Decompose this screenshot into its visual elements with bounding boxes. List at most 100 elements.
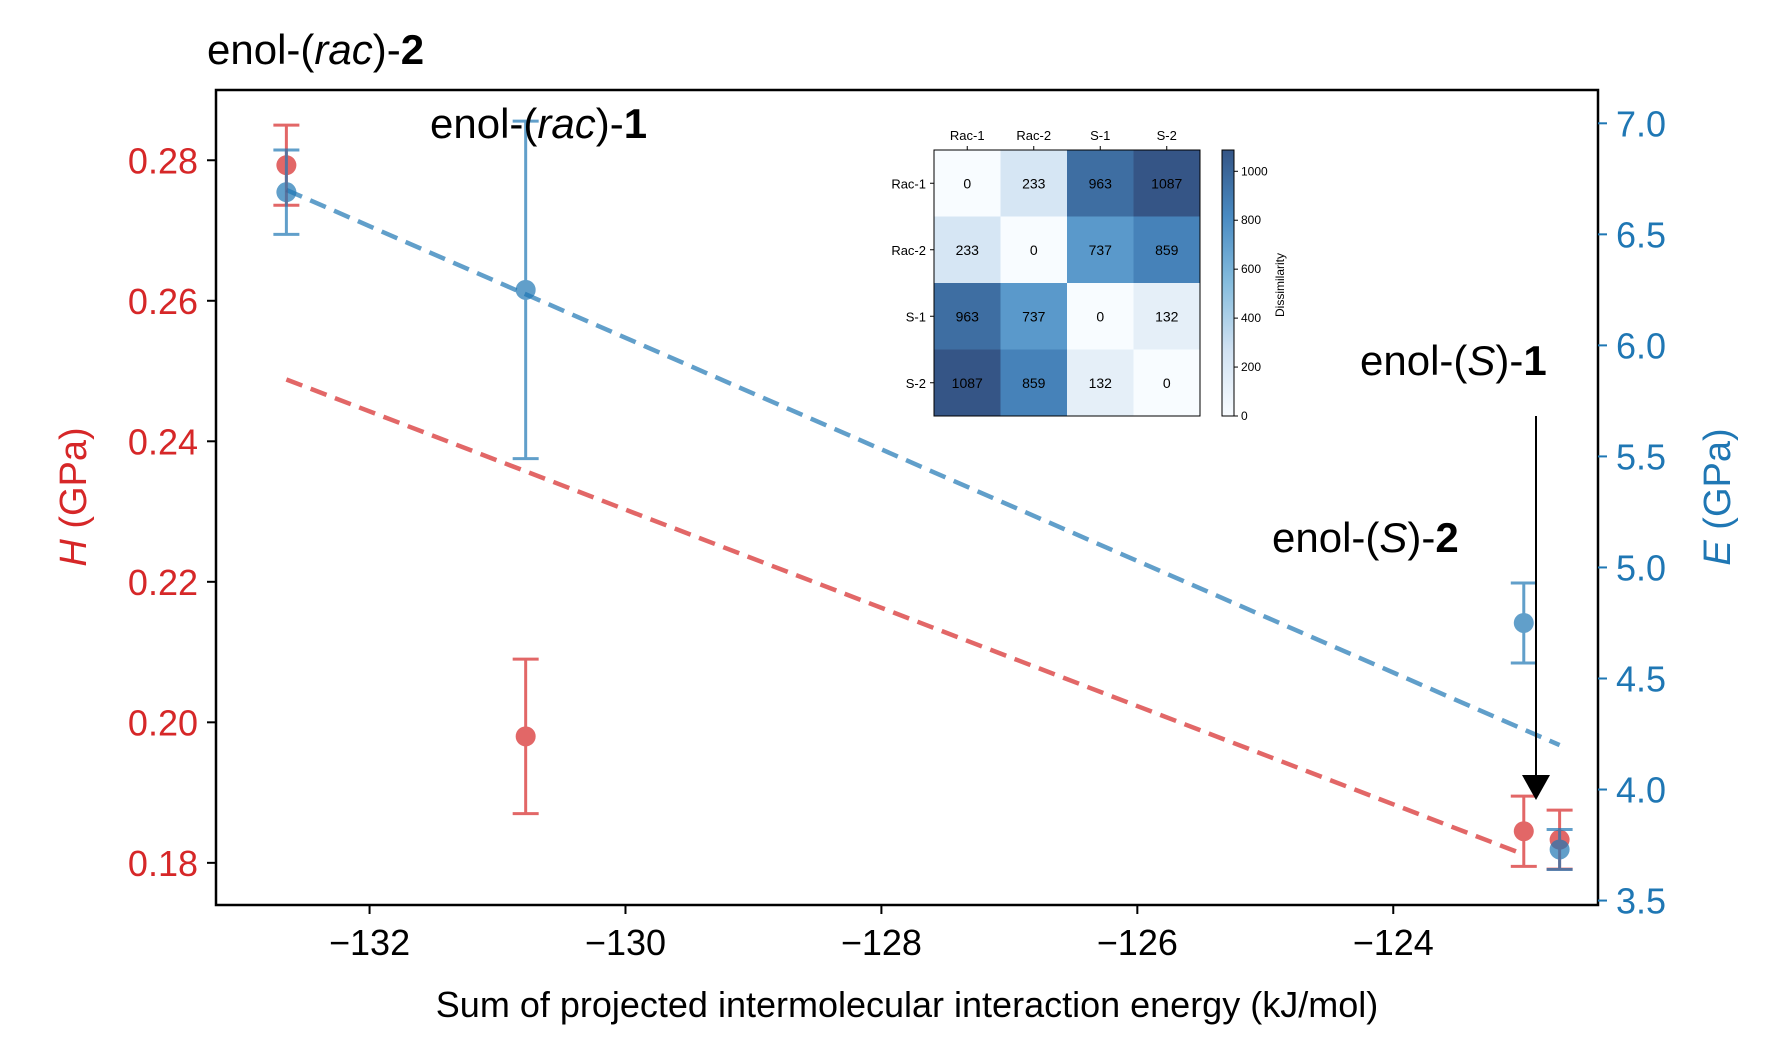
colorbar-tick-label: 200 [1241, 360, 1261, 374]
h-fit-line [285, 377, 1525, 857]
y-right-axis-label: E (GPa) [1697, 428, 1739, 565]
y-right-tick-label: 3.5 [1616, 881, 1666, 922]
heatmap-cell [934, 283, 1001, 350]
heatmap-cell-value: 0 [963, 175, 971, 191]
annotation-bold: 2 [1435, 514, 1458, 561]
heatmap-cell-value: 233 [1022, 175, 1046, 191]
e-fit-line [285, 187, 1561, 748]
heatmap-cell-value: 0 [1163, 375, 1171, 391]
annotation-italic: S [1379, 514, 1407, 561]
y-left-label-symbol: H [53, 539, 95, 567]
x-axis-ticks: −132 −130 −128 −126 −124 [329, 905, 1434, 963]
y-left-tick-label: 0.24 [128, 421, 198, 462]
heatmap-cell-value: 132 [1089, 375, 1113, 391]
annotation-bold: 2 [401, 26, 424, 73]
heatmap-col-label: Rac-1 [950, 128, 985, 143]
annotation-mid: )- [1495, 337, 1523, 384]
heatmap-cell-value: 859 [1022, 375, 1046, 391]
heatmap-cell-value: 132 [1155, 308, 1179, 324]
heatmap-cell [1067, 283, 1134, 350]
y-right-axis-ticks: 3.5 4.0 4.5 5.0 5.5 6.0 6.5 7.0 [1598, 103, 1666, 922]
heatmap-cell [934, 216, 1001, 283]
annotation-prefix: enol-( [1272, 514, 1379, 561]
y-left-tick-label: 0.28 [128, 140, 198, 181]
e-data-point [1510, 581, 1537, 665]
annotation-enol-rac-2: enol-(rac)-2 [207, 26, 424, 73]
h-marker [1513, 821, 1534, 842]
y-right-tick-label: 4.5 [1616, 658, 1666, 699]
annotation-prefix: enol-( [430, 100, 537, 147]
heatmap-cell [1133, 349, 1200, 416]
h-data-point [512, 657, 539, 816]
heatmap-cell-value: 963 [956, 308, 980, 324]
annotation-italic: S [1467, 337, 1495, 384]
x-tick-label: −132 [329, 922, 410, 963]
colorbar-tick-label: 800 [1241, 213, 1261, 227]
colorbar-tick-label: 0 [1241, 409, 1248, 423]
heatmap-cell-value: 737 [1022, 308, 1046, 324]
heatmap-row-label: Rac-1 [891, 176, 926, 191]
heatmap-cell-value: 737 [1089, 242, 1113, 258]
annotation-italic: rac [537, 100, 595, 147]
e-marker [515, 279, 536, 300]
fit-lines [285, 187, 1561, 857]
annotation-italic: rac [314, 26, 372, 73]
x-tick-label: −126 [1097, 922, 1178, 963]
heatmap-cell [1000, 349, 1067, 416]
x-axis-label: Sum of projected intermolecular interact… [436, 984, 1378, 1025]
heatmap-colorbar: 0 200 400 600 800 1000 [1221, 149, 1268, 423]
y-left-tick-label: 0.22 [128, 562, 198, 603]
y-right-label-unit: (GPa) [1697, 428, 1739, 540]
colorbar-bar [1221, 149, 1235, 417]
annotation-enol-rac-1: enol-(rac)-1 [430, 100, 647, 147]
y-right-tick-label: 6.5 [1616, 214, 1666, 255]
heatmap-cell-value: 233 [956, 242, 980, 258]
annotation-arrow-head [1522, 775, 1550, 800]
heatmap-cell [1133, 283, 1200, 350]
annotation-mid: )- [1407, 514, 1435, 561]
e-marker [1549, 839, 1570, 860]
heatmap-cell [1000, 150, 1067, 217]
heatmap-cell [1067, 349, 1134, 416]
heatmap-col-label: S-1 [1090, 128, 1110, 143]
y-left-label-unit: (GPa) [53, 427, 95, 539]
heatmap-col-label: S-2 [1157, 128, 1177, 143]
y-left-tick-label: 0.26 [128, 281, 198, 322]
y-right-tick-label: 6.0 [1616, 325, 1666, 366]
heatmap-cell [1067, 150, 1134, 217]
heatmap-cell-value: 963 [1089, 175, 1113, 191]
heatmap-col-label: Rac-2 [1016, 128, 1051, 143]
plot-frame [214, 88, 1600, 907]
heatmap-cell [934, 349, 1001, 416]
e-marker [276, 182, 297, 203]
y-right-tick-label: 4.0 [1616, 770, 1666, 811]
heatmap-cell [1133, 216, 1200, 283]
x-tick-label: −130 [585, 922, 666, 963]
colorbar-label: Dissimilarity [1273, 253, 1287, 317]
heatmap-cell [934, 150, 1001, 217]
heatmap-cell [1000, 283, 1067, 350]
annotation-enol-s-2: enol-(S)-2 [1272, 514, 1459, 561]
heatmap-frame [933, 149, 1201, 417]
h-marker [515, 726, 536, 747]
heatmap-cell [1067, 216, 1134, 283]
x-tick-label: −124 [1353, 922, 1434, 963]
x-tick-label: −128 [841, 922, 922, 963]
y-right-label-symbol: E [1697, 540, 1739, 566]
e-marker [1513, 612, 1534, 633]
annotation-bold: 1 [1523, 337, 1546, 384]
data-points [273, 119, 1573, 871]
y-left-tick-label: 0.20 [128, 702, 198, 743]
annotation-prefix: enol-( [1360, 337, 1467, 384]
heatmap-cell [1000, 216, 1067, 283]
heatmap-cell-value: 0 [1030, 242, 1038, 258]
heatmap-cell-value: 859 [1155, 242, 1179, 258]
colorbar-tick-label: 600 [1241, 262, 1261, 276]
annotation-mid: )- [373, 26, 401, 73]
e-data-point [512, 119, 539, 461]
y-left-tick-label: 0.18 [128, 843, 198, 884]
e-data-point [273, 148, 300, 236]
y-right-tick-label: 5.5 [1616, 436, 1666, 477]
